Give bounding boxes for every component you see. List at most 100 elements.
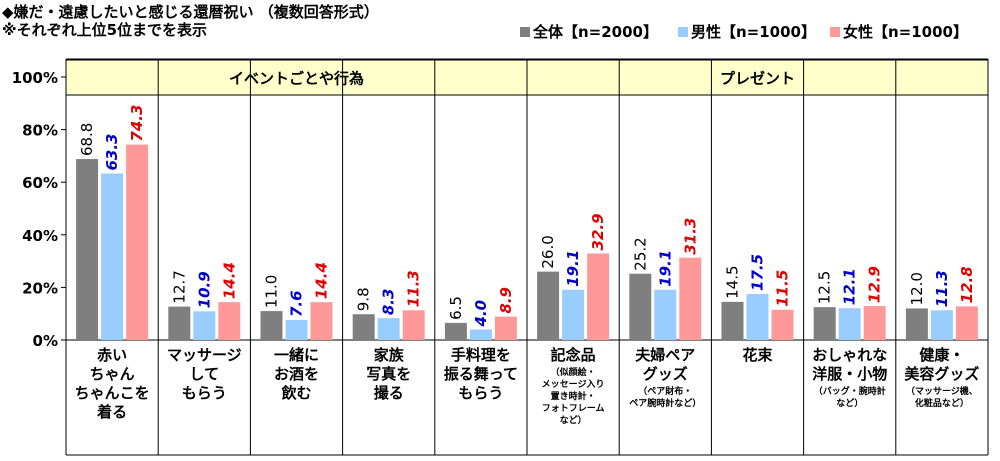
y-tick-label: 0% <box>33 332 58 350</box>
bar <box>76 159 99 340</box>
data-label: 11.3 <box>933 270 951 307</box>
bar <box>168 306 191 340</box>
data-label: 26.0 <box>539 235 557 268</box>
category-sublabel: （マッサージ機、 <box>906 385 978 397</box>
data-label: 11.5 <box>774 270 792 307</box>
group-band-1 <box>526 59 989 96</box>
legend-label-total: 全体【n=2000】 <box>533 23 658 41</box>
data-label: 25.2 <box>631 237 649 270</box>
data-label: 12.8 <box>958 266 976 303</box>
data-label: 31.3 <box>681 218 699 255</box>
bar <box>444 322 467 340</box>
bar <box>771 309 794 340</box>
bar <box>218 302 241 340</box>
category-label: もらう <box>458 384 503 402</box>
data-label: 10.9 <box>195 271 213 308</box>
y-tick-label: 20% <box>22 279 58 297</box>
data-label: 14.5 <box>724 265 742 298</box>
category-sublabel: ペア腕時計など） <box>629 397 701 409</box>
category-label: おしゃれな <box>812 346 887 364</box>
category-label: 家族 <box>374 346 405 364</box>
bar <box>838 308 861 340</box>
legend-swatch-male <box>678 27 688 37</box>
category-label: 写真を <box>366 365 411 383</box>
data-label: 74.3 <box>128 105 146 142</box>
data-label: 12.9 <box>866 266 884 303</box>
bar <box>654 289 677 340</box>
data-label: 14.4 <box>220 262 238 299</box>
data-label: 68.8 <box>78 123 96 156</box>
category-sublabel: （似顔絵・ <box>551 366 596 378</box>
legend-swatch-total <box>520 27 530 37</box>
bar <box>587 253 610 340</box>
bar <box>930 310 953 340</box>
bar <box>679 257 702 340</box>
group-label-0: イベントごとや行為 <box>229 70 364 88</box>
data-label: 19.1 <box>564 250 582 287</box>
category-label: 振る舞って <box>444 365 518 383</box>
legend-label-female: 女性【n=1000】 <box>843 23 968 41</box>
data-label: 7.6 <box>288 290 306 317</box>
bar <box>352 314 375 340</box>
data-label: 14.4 <box>313 262 331 299</box>
data-label: 63.3 <box>103 134 121 171</box>
category-label: 洋服・小物 <box>812 365 887 383</box>
category-label: 飲む <box>280 384 311 402</box>
bar <box>469 329 492 340</box>
chart-note: ※それぞれ上位5位までを表示 <box>2 21 208 39</box>
category-label: 記念品 <box>551 346 596 364</box>
data-label: 32.9 <box>589 213 607 250</box>
category-sublabel: （バッグ・腕時計 <box>814 385 886 397</box>
bar <box>562 289 585 340</box>
group-label-1: プレゼント <box>720 70 795 88</box>
category-label: 赤い <box>97 346 127 364</box>
category-label: グッズ <box>643 365 688 383</box>
data-label: 8.3 <box>380 289 398 316</box>
bar <box>126 144 149 340</box>
bar <box>494 316 517 340</box>
category-label: 花束 <box>742 346 773 364</box>
category-label: 健康・ <box>919 346 964 364</box>
bar <box>377 318 400 340</box>
data-label: 6.5 <box>447 296 465 320</box>
data-label: 8.9 <box>497 287 515 314</box>
category-sublabel: 置き時計・ <box>551 390 596 402</box>
bar <box>101 173 124 340</box>
bar <box>905 308 928 340</box>
category-label: お酒を <box>274 365 319 383</box>
bar <box>193 311 216 340</box>
category-sublabel: （ペア財布・ <box>638 385 692 397</box>
category-label: もらう <box>182 384 227 402</box>
category-sublabel: など） <box>836 397 863 409</box>
data-label: 19.1 <box>656 250 674 287</box>
bar <box>813 307 836 340</box>
y-tick-label: 100% <box>12 69 58 87</box>
bar <box>310 302 333 340</box>
y-tick-label: 60% <box>22 174 58 192</box>
legend-swatch-female <box>830 27 840 37</box>
bar <box>629 273 652 340</box>
data-label: 9.8 <box>355 287 373 311</box>
bar <box>746 293 769 340</box>
data-label: 12.5 <box>816 271 834 304</box>
category-label: 着る <box>96 403 127 421</box>
category-label: 撮る <box>374 384 404 402</box>
category-label: して <box>190 365 220 383</box>
y-tick-label: 40% <box>22 227 58 245</box>
category-label: ちゃんこを <box>75 384 150 402</box>
category-label: 夫婦ペア <box>635 346 695 364</box>
data-label: 11.0 <box>263 275 281 308</box>
bar <box>260 311 283 340</box>
bar <box>721 301 744 340</box>
category-sublabel: メッセージ入り <box>542 379 605 390</box>
data-label: 12.7 <box>170 270 188 303</box>
bar <box>955 306 978 340</box>
data-label: 12.1 <box>841 268 859 305</box>
bar <box>402 310 425 340</box>
data-label: 11.3 <box>405 270 423 307</box>
category-sublabel: など） <box>560 414 587 426</box>
y-tick-label: 80% <box>22 122 58 140</box>
category-label: ちゃん <box>90 365 135 383</box>
bar <box>537 271 560 340</box>
